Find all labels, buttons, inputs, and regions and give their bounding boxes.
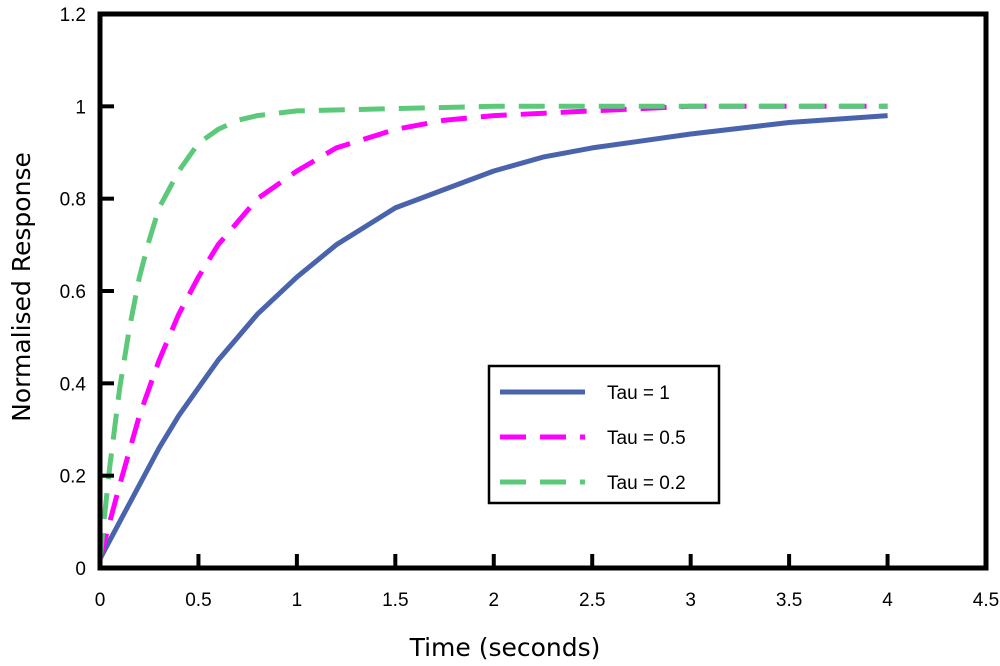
x-tick-label: 4 (882, 590, 893, 611)
series-lines (97, 103, 888, 560)
x-tick-label: 1 (292, 590, 303, 611)
x-axis-title: Time (seconds) (409, 633, 601, 662)
legend-label-1: Tau = 1 (607, 383, 670, 404)
x-tick-label: 0.5 (185, 590, 211, 611)
legend: Tau = 1 Tau = 0.5 Tau = 0.2 (487, 364, 721, 505)
legend-label-2: Tau = 0.5 (607, 428, 686, 449)
x-tick-label: 0 (95, 590, 106, 611)
x-tick-label: 3.5 (776, 590, 802, 611)
y-tick-label: 1 (75, 97, 86, 118)
legend-box (487, 364, 721, 505)
x-axis: 0 0.5 1 1.5 2 2.5 3 3.5 4 4.5 (95, 554, 999, 611)
x-tick-label: 3 (685, 590, 696, 611)
legend-label-3: Tau = 0.2 (607, 473, 686, 494)
y-tick-label: 1.2 (60, 5, 86, 26)
y-tick-label: 0 (75, 559, 86, 580)
y-tick-label: 0.8 (60, 190, 86, 211)
x-tick-label: 2.5 (579, 590, 605, 611)
y-tick-label: 0.6 (60, 282, 86, 303)
y-tick-label: 0.2 (60, 467, 86, 488)
x-tick-label: 2 (488, 590, 499, 611)
series-line-1 (97, 113, 888, 560)
x-tick-label: 1.5 (382, 590, 408, 611)
y-axis: 0 0.2 0.4 0.6 0.8 1 1.2 (60, 5, 114, 580)
series-line-3 (97, 103, 888, 560)
y-tick-label: 0.4 (60, 374, 87, 395)
x-tick-label: 4.5 (973, 590, 999, 611)
y-axis-title: Normalised Response (7, 152, 36, 422)
